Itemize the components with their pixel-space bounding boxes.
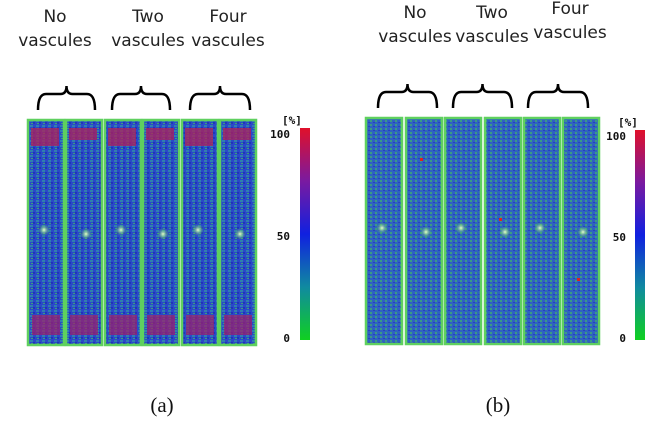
- brace: [110, 85, 172, 111]
- colorbar-unit: [%]: [618, 116, 638, 129]
- hot-spot: [455, 222, 467, 234]
- group-label: No: [403, 3, 426, 23]
- red-dot: [577, 278, 580, 281]
- red-region: [70, 315, 98, 335]
- red-region: [224, 315, 252, 335]
- group-label: vascules: [455, 27, 529, 47]
- hot-spot: [534, 222, 546, 234]
- group-label: No: [43, 7, 66, 27]
- strip-image: [26, 118, 66, 347]
- group-label: vascules: [111, 31, 185, 51]
- colorbar-tick-label: 100: [606, 130, 626, 143]
- colorbar-tick-label: 50: [613, 231, 626, 244]
- colorbar: [635, 130, 645, 340]
- colorbar-unit: [%]: [282, 114, 302, 127]
- brace: [376, 83, 439, 109]
- red-region: [32, 315, 60, 335]
- group-label: vascules: [191, 31, 265, 51]
- colorbar: [300, 128, 310, 340]
- colorbar-tick-label: 0: [619, 332, 626, 345]
- hot-spot: [376, 222, 388, 234]
- brace: [188, 85, 252, 111]
- hot-spot: [499, 226, 511, 238]
- colorbar-tick-label: 100: [270, 128, 290, 141]
- brace: [36, 85, 97, 111]
- hot-spot: [80, 228, 92, 240]
- group-label: Two: [131, 7, 164, 27]
- colorbar-tick-label: 0: [283, 332, 290, 345]
- caption: (b): [486, 393, 511, 417]
- group-label: vascules: [378, 27, 452, 47]
- group-label: vascules: [18, 31, 92, 51]
- group-label: Two: [475, 3, 508, 23]
- red-region: [108, 128, 136, 146]
- red-region: [109, 315, 137, 335]
- group-label: Four: [209, 7, 246, 27]
- hot-spot: [234, 228, 246, 240]
- hot-spot: [38, 224, 50, 236]
- red-region: [147, 315, 175, 335]
- red-region: [31, 128, 59, 146]
- group-label: vascules: [533, 23, 607, 43]
- hot-spot: [420, 226, 432, 238]
- brace: [451, 83, 514, 109]
- hot-spot: [577, 226, 589, 238]
- strip-image: [404, 116, 444, 346]
- hot-spot: [115, 224, 127, 236]
- red-region: [186, 315, 214, 335]
- hot-spot: [192, 224, 204, 236]
- caption: (a): [150, 393, 173, 417]
- red-region: [69, 128, 97, 140]
- hot-spot: [157, 228, 169, 240]
- colorbar-tick-label: 50: [277, 230, 290, 243]
- brace: [526, 83, 590, 109]
- red-dot: [420, 158, 423, 161]
- red-dot: [499, 218, 502, 221]
- red-region: [185, 128, 213, 146]
- group-label: Four: [551, 0, 588, 19]
- red-region: [223, 128, 251, 140]
- figure-content: NovasculesTwovasculesFourvascules[%]1005…: [18, 0, 645, 417]
- red-region: [146, 128, 174, 140]
